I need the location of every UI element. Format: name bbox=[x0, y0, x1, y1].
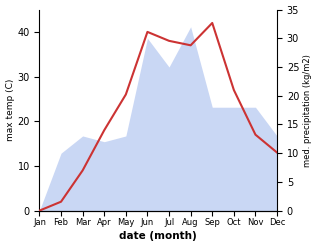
X-axis label: date (month): date (month) bbox=[119, 231, 197, 242]
Y-axis label: max temp (C): max temp (C) bbox=[5, 79, 15, 141]
Y-axis label: med. precipitation (kg/m2): med. precipitation (kg/m2) bbox=[303, 54, 313, 166]
